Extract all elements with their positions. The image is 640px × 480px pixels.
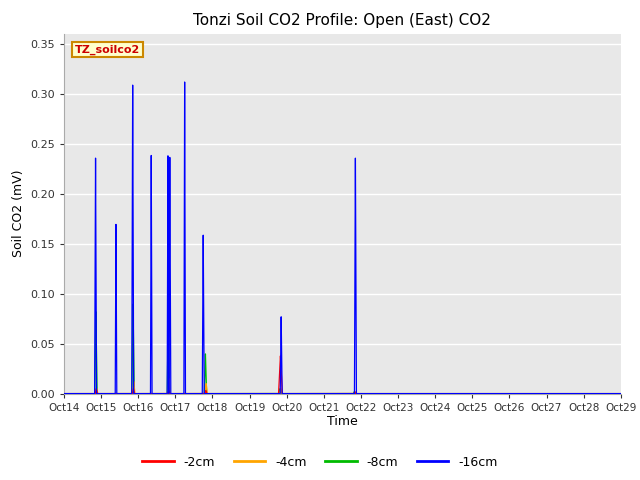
X-axis label: Time: Time bbox=[327, 415, 358, 429]
Title: Tonzi Soil CO2 Profile: Open (East) CO2: Tonzi Soil CO2 Profile: Open (East) CO2 bbox=[193, 13, 492, 28]
Text: TZ_soilco2: TZ_soilco2 bbox=[75, 44, 140, 55]
Legend: -2cm, -4cm, -8cm, -16cm: -2cm, -4cm, -8cm, -16cm bbox=[138, 451, 502, 474]
Y-axis label: Soil CO2 (mV): Soil CO2 (mV) bbox=[12, 170, 25, 257]
